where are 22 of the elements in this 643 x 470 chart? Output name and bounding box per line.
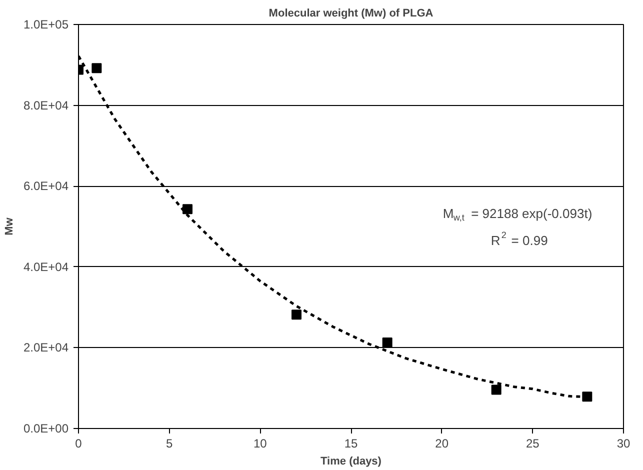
point [382,337,392,348]
x-tick-label: 30 [616,436,630,450]
y-tick-label: 0.0E+00 [23,422,69,436]
x-tick-label: 15 [344,436,358,450]
x-tick-label: 10 [253,436,268,450]
y-axis-title: Mw [3,217,16,236]
y-tick-label: 2.0E+04 [23,340,69,355]
x-tick-label: 0 [75,436,82,450]
point [292,310,302,320]
x-tick-label: 25 [526,436,540,450]
point [582,392,592,402]
y-tick-label: 4.0E+04 [23,260,69,274]
x-axis-title: Time (days) [320,456,382,468]
point [182,204,192,214]
point [491,384,502,395]
point [92,63,102,74]
y-tick-label: 6.0E+04 [23,179,69,194]
x-tick-label: 5 [166,436,173,450]
x-tick-label: 20 [435,436,449,450]
chart-title: Molecular weight (Mw) of PLGA [268,8,434,20]
y-tick-label: 8.0E+04 [23,98,69,112]
y-tick-label: 1.0E+05 [23,18,69,32]
